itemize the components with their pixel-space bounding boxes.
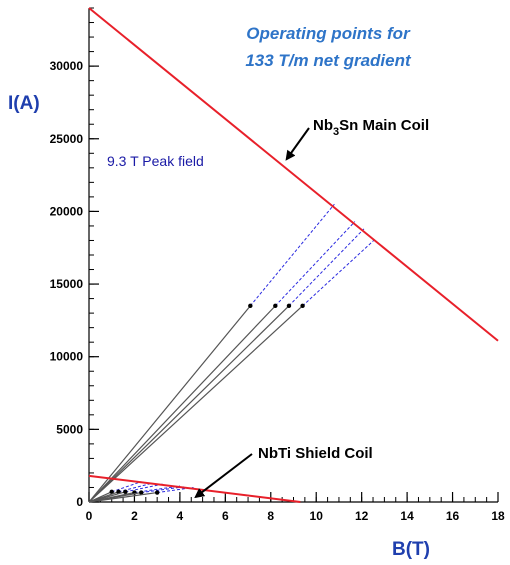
main-operating-point bbox=[273, 303, 278, 309]
shield-load-line bbox=[88, 491, 158, 503]
x-tick-label: 0 bbox=[86, 509, 93, 523]
x-tick-label: 6 bbox=[222, 509, 229, 523]
main-coil-arrow bbox=[285, 127, 310, 161]
x-tick-label: 12 bbox=[355, 509, 369, 523]
main-load-line bbox=[88, 305, 251, 503]
y-tick-label: 5000 bbox=[56, 422, 83, 436]
main-coil-label: Nb3Sn Main Coil bbox=[313, 117, 429, 138]
y-tick-label: 0 bbox=[76, 495, 83, 509]
main-load-line-extension bbox=[274, 221, 356, 307]
shield-operating-point bbox=[123, 489, 128, 495]
y-axis-label: I(A) bbox=[8, 93, 40, 114]
shield-operating-point bbox=[154, 490, 160, 495]
x-tick-label: 10 bbox=[310, 509, 324, 523]
shield-load-line-extension bbox=[111, 481, 142, 493]
nb3sn-main-coil-critical-line bbox=[88, 7, 499, 342]
main-coil-label-subscript: 3 bbox=[333, 126, 339, 138]
y-tick-label: 10000 bbox=[50, 350, 84, 364]
chart-title-line-2: 133 T/m net gradient bbox=[245, 51, 412, 70]
shield-operating-point bbox=[139, 490, 144, 495]
shield-coil-label: NbTi Shield Coil bbox=[258, 445, 373, 462]
main-operating-point bbox=[248, 303, 253, 309]
main-load-line bbox=[88, 305, 276, 503]
y-tick-label: 20000 bbox=[50, 204, 84, 218]
y-tick-label: 30000 bbox=[50, 59, 84, 73]
y-tick-label: 15000 bbox=[50, 277, 84, 291]
main-operating-point bbox=[286, 303, 292, 309]
main-load-line bbox=[88, 305, 290, 503]
shield-coil-arrow bbox=[194, 453, 253, 499]
y-tick-label: 25000 bbox=[50, 132, 84, 146]
x-tick-label: 18 bbox=[491, 509, 505, 523]
main-load-line-extension bbox=[249, 203, 335, 307]
main-operating-point bbox=[300, 303, 305, 309]
x-axis-label: B(T) bbox=[392, 539, 430, 560]
x-tick-label: 2 bbox=[131, 509, 138, 523]
x-tick-label: 14 bbox=[400, 509, 414, 523]
peak-field-label: 9.3 T Peak field bbox=[107, 153, 204, 169]
main-coil-label-post: Sn Main Coil bbox=[339, 117, 429, 134]
plot-area: 0 2 4 6 8 10 12 14 16 18 0 5000 10000 15000 20000 25000… bbox=[50, 7, 505, 523]
x-tick-label: 16 bbox=[446, 509, 460, 523]
main-load-line bbox=[88, 305, 303, 503]
main-load-line-extension bbox=[288, 228, 365, 307]
chart-title-line-1: Operating points for bbox=[246, 24, 411, 43]
main-load-line-extension bbox=[302, 238, 376, 307]
x-tick-label: 4 bbox=[177, 509, 184, 523]
x-tick-label: 8 bbox=[267, 509, 274, 523]
main-coil-label-pre: Nb bbox=[313, 117, 333, 134]
shield-operating-point bbox=[109, 489, 114, 495]
